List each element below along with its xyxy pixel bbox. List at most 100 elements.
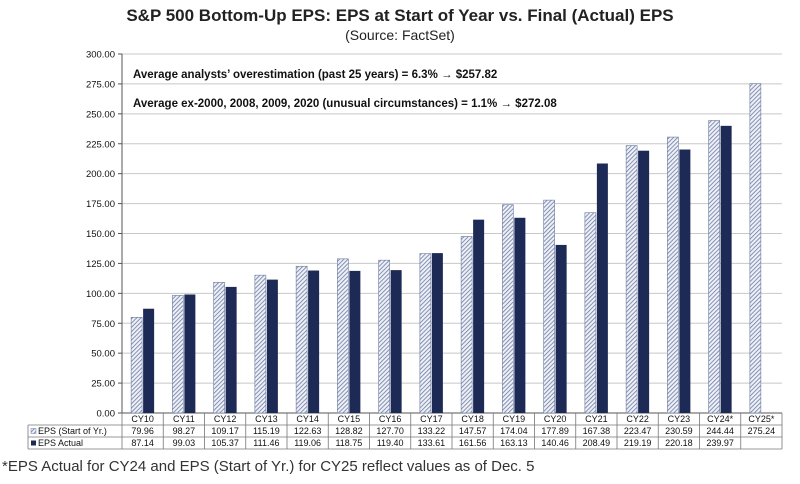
bar-eps-actual (266, 279, 278, 413)
bar-eps-actual (514, 217, 526, 413)
bar-eps-start (708, 120, 720, 414)
x-category-label: CY12 (214, 414, 237, 424)
bar-eps-start (460, 236, 473, 414)
y-tick-label: 125.00 (86, 259, 115, 270)
bar-eps-start (502, 204, 514, 414)
data-label: 133.61 (418, 438, 446, 448)
data-label: 119.40 (377, 438, 404, 448)
data-label: 115.19 (253, 426, 280, 436)
bar-eps-actual (184, 294, 196, 413)
x-category-label: CY14 (296, 414, 319, 424)
x-category-label: CY13 (255, 414, 278, 424)
data-label: 111.46 (253, 438, 279, 448)
bar-eps-actual (308, 270, 320, 413)
data-label: 87.14 (131, 438, 154, 448)
legend-label-eps-actual: EPS Actual (38, 438, 83, 448)
x-category-label: CY19 (503, 414, 526, 424)
data-label: 244.44 (706, 426, 734, 436)
y-tick-label: 100.00 (86, 289, 115, 300)
bar-eps-start (295, 265, 308, 414)
bar-eps-actual (720, 125, 732, 413)
y-tick-label: 175.00 (86, 199, 115, 210)
legend-label-eps-start: EPS (Start of Yr.) (38, 426, 107, 436)
bar-eps-start (378, 259, 390, 414)
data-label: 128.82 (335, 426, 363, 436)
bar-eps-start (419, 253, 432, 414)
data-label: 163.13 (500, 438, 528, 448)
legend-key-eps-start (30, 428, 37, 434)
x-category-label: CY24* (707, 414, 734, 424)
data-label: 275.24 (748, 426, 776, 436)
x-category-label: CY18 (461, 414, 484, 424)
bar-eps-actual (473, 219, 485, 413)
bar-eps-actual (225, 286, 237, 413)
y-tick-label: 300.00 (86, 50, 115, 61)
y-tick-label: 275.00 (86, 79, 115, 90)
bar-eps-actual (679, 149, 691, 413)
x-category-label: CY11 (173, 414, 195, 424)
bar-eps-start (254, 274, 267, 414)
x-category-label: CY23 (668, 414, 691, 424)
bar-eps-actual (596, 163, 608, 413)
bar-eps-actual (431, 253, 443, 413)
chart-subtitle: (Source: FactSet) (345, 27, 455, 43)
data-label: 239.97 (706, 438, 734, 448)
y-tick-label: 250.00 (86, 109, 115, 120)
x-category-label: CY25* (748, 414, 775, 424)
data-label: 109.17 (211, 426, 239, 436)
data-label: 161.56 (459, 438, 487, 448)
data-label: 133.22 (418, 426, 446, 436)
data-label: 140.46 (541, 438, 569, 448)
data-label: 174.04 (500, 426, 528, 436)
chart-title: S&P 500 Bottom-Up EPS: EPS at Start of Y… (126, 6, 674, 25)
data-label: 208.49 (583, 438, 611, 448)
bar-eps-start (543, 199, 555, 414)
annotation-ex-unusual: Average ex-2000, 2008, 2009, 2020 (unusu… (133, 98, 557, 110)
bar-eps-start (213, 282, 225, 414)
data-label: 167.38 (583, 426, 611, 436)
x-category-label: CY10 (131, 414, 154, 424)
annotation-overestimation: Average analysts’ overestimation (past 2… (133, 69, 497, 81)
y-tick-label: 225.00 (86, 139, 115, 150)
x-category-label: CY15 (338, 414, 361, 424)
data-label: 127.70 (376, 426, 404, 436)
y-tick-label: 150.00 (86, 229, 115, 240)
bar-eps-start (337, 258, 349, 414)
x-category-label: CY21 (585, 414, 608, 424)
data-label: 105.37 (211, 438, 239, 448)
x-category-label: CY17 (420, 414, 443, 424)
data-label: 99.03 (173, 438, 196, 448)
data-label: 118.75 (335, 438, 362, 448)
bar-eps-start (625, 145, 638, 414)
bar-eps-start (667, 136, 679, 414)
y-tick-label: 0.00 (97, 409, 116, 420)
bar-eps-start (172, 295, 184, 414)
x-category-label: CY20 (544, 414, 567, 424)
y-tick-label: 25.00 (91, 379, 115, 390)
bar-eps-actual (555, 244, 567, 413)
data-label: 98.27 (173, 426, 196, 436)
legend-key-eps-actual (31, 440, 36, 446)
data-label: 79.96 (131, 426, 154, 436)
bar-eps-actual (143, 308, 155, 413)
y-tick-label: 50.00 (91, 349, 115, 360)
data-label: 119.06 (294, 438, 321, 448)
data-label: 230.59 (665, 426, 693, 436)
y-tick-label: 75.00 (91, 319, 115, 330)
data-label: 122.63 (294, 426, 322, 436)
bar-eps-actual (390, 270, 402, 413)
bar-eps-start (130, 317, 143, 414)
data-label: 147.57 (459, 426, 487, 436)
footnote: *EPS Actual for CY24 and EPS (Start of Y… (2, 458, 535, 475)
x-category-label: CY16 (379, 414, 402, 424)
bar-eps-actual (349, 270, 361, 413)
x-category-label: CY22 (626, 414, 649, 424)
bar-eps-start (749, 83, 762, 414)
data-label: 219.19 (624, 438, 652, 448)
data-label: 177.89 (541, 426, 569, 436)
bar-eps-actual (638, 150, 650, 413)
y-tick-label: 200.00 (86, 169, 115, 180)
bar-eps-start (584, 212, 597, 414)
data-label: 220.18 (665, 438, 693, 448)
